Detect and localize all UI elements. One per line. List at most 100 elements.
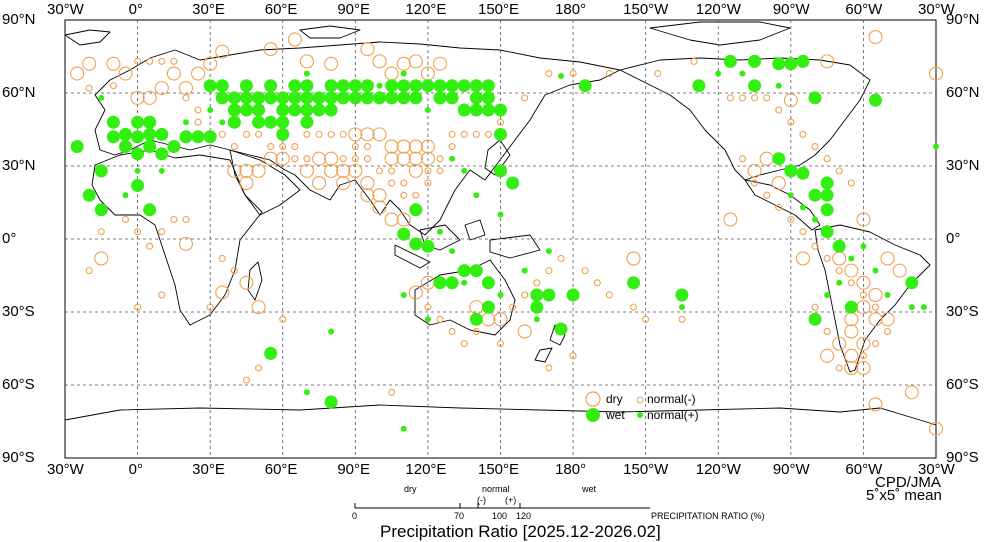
normal-plus-symbol [812, 216, 819, 223]
dry-symbol [166, 66, 181, 81]
wet-symbol [772, 57, 786, 71]
latitude-label-left: 90°S [2, 449, 35, 466]
longitude-label-bottom: 90°W [772, 461, 810, 478]
dry-symbol [820, 54, 835, 69]
wet-symbol [530, 300, 544, 314]
normal-minus-symbol [545, 267, 553, 275]
normal-plus-symbol [376, 82, 383, 89]
normal-minus-symbol [121, 215, 130, 224]
normal-minus-symbol [871, 340, 880, 348]
wet-symbol [409, 91, 423, 105]
dry-symbol [868, 312, 883, 327]
scale-tick-70: 70 [454, 511, 465, 521]
normal-minus-symbol [134, 303, 142, 311]
dry-symbol [856, 212, 871, 227]
normal-minus-symbol [847, 179, 855, 187]
normal-minus-symbol [218, 130, 226, 138]
longitude-label-bottom: 150°W [623, 461, 669, 478]
normal-minus-symbol [158, 57, 166, 65]
normal-minus-symbol [436, 167, 444, 175]
wet-symbol [905, 276, 919, 290]
normal-minus-symbol [545, 69, 553, 78]
normal-minus-symbol [242, 376, 251, 384]
wet-symbol [227, 115, 241, 129]
wet-symbol [118, 127, 132, 141]
wet-symbol [385, 91, 399, 105]
normal-minus-symbol [170, 215, 178, 224]
latitude-label-right: 90°N [946, 11, 980, 28]
wet-symbol [784, 164, 798, 178]
dry-symbol [408, 139, 423, 154]
dry-symbol [795, 251, 810, 266]
normal-minus-symbol [436, 155, 444, 163]
wet-symbol [469, 312, 483, 326]
normal-minus-symbol [388, 179, 396, 187]
normal-plus-symbol [836, 279, 843, 286]
normal-minus-symbol [448, 327, 456, 336]
wet-symbol [530, 288, 544, 302]
wet-symbol [481, 91, 495, 105]
wet-symbol [723, 54, 737, 68]
wet-symbol [300, 115, 314, 129]
wet-symbol [627, 276, 641, 290]
latitude-label-right: 30°N [946, 157, 980, 174]
normal-plus-symbol [400, 70, 407, 77]
legend-dry-label: dry [606, 392, 623, 406]
wet-symbol [494, 127, 507, 141]
normal-minus-symbol [799, 130, 807, 138]
dry-symbol [299, 54, 314, 69]
longitude-label-top: 150°E [478, 1, 520, 18]
longitude-label-top: 180° [555, 1, 587, 18]
wet-symbol [215, 79, 229, 93]
wet-symbol [203, 130, 217, 144]
normal-minus-symbol [605, 69, 613, 78]
longitude-label-top: 90°E [337, 1, 371, 18]
longitude-label-top: 60°E [264, 1, 298, 18]
normal-plus-symbol [424, 107, 431, 114]
wet-symbol [131, 115, 145, 129]
dry-symbol [396, 212, 411, 227]
wet-symbol [397, 227, 411, 241]
dry-symbol [360, 188, 375, 203]
normal-minus-symbol [835, 267, 843, 275]
dry-symbol [299, 163, 314, 178]
normal-plus-symbol [497, 291, 504, 298]
dry-symbol [142, 90, 157, 105]
dry-symbol [408, 163, 423, 178]
normal-minus-symbol [315, 130, 323, 138]
dry-symbol [868, 397, 883, 412]
wet-symbol [808, 91, 822, 105]
dry-symbol [239, 163, 254, 178]
longitude-label-bottom: 120°E [405, 461, 447, 478]
normal-plus-symbol [449, 155, 456, 162]
coastlines [64, 21, 937, 426]
dry-symbol [94, 251, 109, 266]
normal-minus-symbol [496, 340, 505, 348]
wet-symbol [131, 130, 145, 144]
dry-symbol [106, 56, 121, 71]
normal-minus-symbol [388, 167, 396, 175]
wet-symbol [143, 127, 157, 141]
normal-minus-symbol [690, 57, 698, 65]
longitude-label-top: 120°E [405, 1, 447, 18]
normal-minus-symbol [363, 142, 371, 151]
normal-minus-symbol [97, 228, 105, 236]
wet-symbol [131, 178, 145, 192]
normal-minus-symbol [158, 291, 166, 299]
normal-minus-symbol [654, 69, 662, 78]
normal-minus-symbol [484, 130, 492, 138]
wet-symbol [155, 147, 169, 161]
wet-symbol [264, 115, 278, 129]
ratio-scale [354, 503, 650, 509]
dry-symbol [372, 188, 387, 203]
normal-plus-symbol [449, 248, 456, 255]
normal-minus-symbol [218, 254, 226, 263]
normal-minus-symbol [375, 167, 384, 175]
latitude-label-left: 30°N [2, 157, 36, 174]
dry-symbol [856, 360, 871, 376]
wet-symbol [820, 188, 834, 202]
normal-minus-symbol [533, 279, 541, 287]
latitude-label-right: 90°S [946, 449, 979, 466]
normal-minus-symbol [593, 279, 601, 287]
normal-minus-symbol [230, 142, 238, 151]
